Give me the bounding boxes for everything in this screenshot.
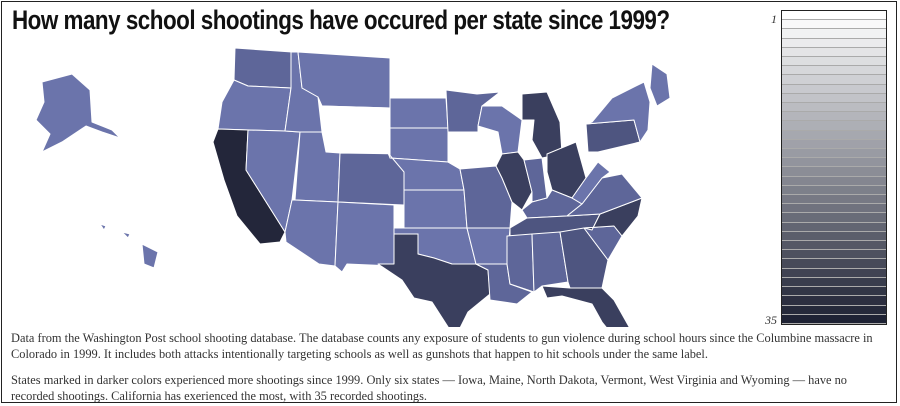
state-pa (585, 119, 641, 153)
legend-band (782, 167, 886, 177)
legend-band (782, 231, 886, 242)
legend-band (782, 305, 886, 315)
state-ks (403, 189, 468, 229)
state-wy (321, 105, 391, 154)
legend-band (782, 314, 886, 324)
legend-min-label: 1 (771, 12, 777, 26)
legend-band (782, 112, 886, 122)
state-fl (541, 285, 630, 327)
state-tx (377, 233, 491, 327)
legend-band (782, 84, 886, 94)
legend-band (782, 121, 886, 131)
legend-band (782, 103, 886, 113)
state-or (217, 79, 292, 132)
legend-band (782, 204, 886, 214)
legend-band (782, 268, 886, 278)
legend-band (782, 277, 886, 288)
us-map (35, 47, 671, 327)
legend-band (782, 47, 886, 58)
description-paragraph-2: States marked in darker colors experienc… (11, 373, 848, 403)
legend-band (782, 29, 886, 39)
legend-band (782, 66, 886, 76)
legend-band (782, 185, 886, 196)
legend-band (782, 287, 886, 297)
state-ms (506, 233, 535, 293)
legend-band (782, 296, 886, 306)
legend-band (782, 139, 886, 150)
legend-band (782, 158, 886, 168)
legend-band (782, 75, 886, 85)
legend-band (782, 259, 886, 269)
legend-band (782, 130, 886, 140)
state-ia (447, 131, 503, 170)
state-ak (35, 73, 121, 153)
legend-band (782, 222, 886, 232)
state-mi (521, 91, 563, 159)
legend-band (782, 176, 886, 186)
state-me (649, 63, 671, 107)
description-paragraph-1: Data from the Washington Post school sho… (11, 331, 873, 361)
legend-band (782, 213, 886, 223)
state-wa (233, 47, 293, 89)
state-ny (585, 81, 651, 143)
legend-band (782, 57, 886, 67)
state-al (531, 231, 569, 293)
legend-max-label: 35 (765, 313, 777, 327)
color-legend (781, 10, 887, 325)
chart-title: How many school shootings have occured p… (12, 5, 670, 35)
legend-band (782, 195, 886, 205)
legend-band (782, 93, 886, 104)
legend-band (782, 241, 886, 251)
state-az (284, 199, 339, 267)
legend-band (782, 11, 886, 21)
state-nd (389, 97, 449, 129)
state-sd (389, 127, 449, 163)
legend-band (782, 20, 886, 30)
legend-band (782, 250, 886, 260)
state-nm (334, 201, 395, 273)
legend-band (782, 149, 886, 159)
legend-band (782, 38, 886, 48)
state-hi (99, 223, 159, 269)
state-wv (571, 161, 611, 205)
